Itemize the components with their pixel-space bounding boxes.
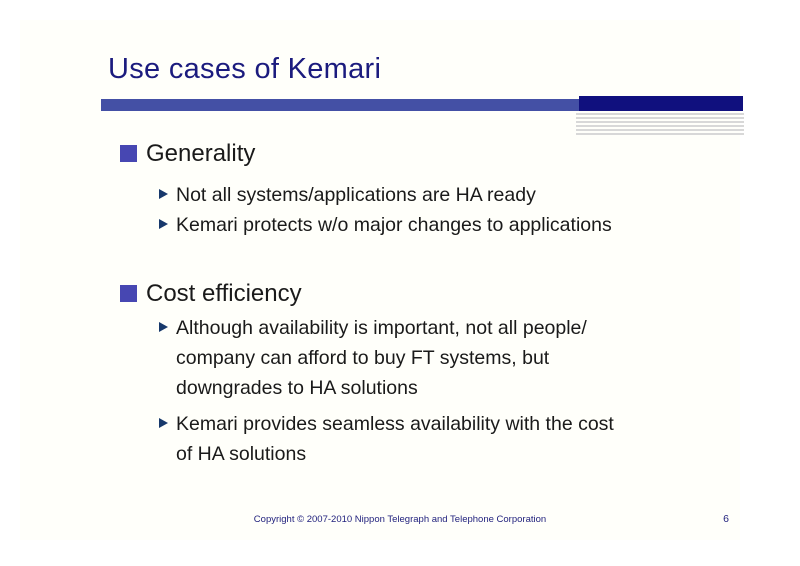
triangle-bullet-icon bbox=[159, 189, 168, 199]
bullet-text-line: Kemari protects w/o major changes to app… bbox=[176, 214, 612, 236]
bullet-item: Not all systems/applications are HA read… bbox=[159, 180, 536, 210]
square-bullet-icon bbox=[120, 285, 137, 302]
slide: Use cases of Kemari Generality Not all s… bbox=[20, 20, 744, 540]
triangle-bullet-icon bbox=[159, 418, 168, 428]
bullet-item: Although availability is important, not … bbox=[159, 313, 587, 403]
triangle-bullet-icon bbox=[159, 322, 168, 332]
bullet-item: Kemari protects w/o major changes to app… bbox=[159, 210, 612, 240]
bullet-text: Kemari provides seamless availability wi… bbox=[176, 409, 614, 469]
footer-page-number: 6 bbox=[723, 513, 729, 525]
bullet-item: Kemari provides seamless availability wi… bbox=[159, 409, 614, 469]
bullet-text-line: Kemari provides seamless availability wi… bbox=[176, 413, 614, 435]
bullet-text-line: downgrades to HA solutions bbox=[176, 377, 418, 399]
bullet-text-line: of HA solutions bbox=[176, 443, 307, 465]
triangle-bullet-icon bbox=[159, 219, 168, 229]
bullet-text: Not all systems/applications are HA read… bbox=[176, 180, 536, 210]
section-heading-label: Cost efficiency bbox=[146, 280, 302, 307]
title-accent-bar-dark-segment bbox=[579, 96, 743, 111]
footer-copyright: Copyright © 2007-2010 Nippon Telegraph a… bbox=[253, 514, 547, 525]
bullet-text: Kemari protects w/o major changes to app… bbox=[176, 210, 612, 240]
slide-title: Use cases of Kemari bbox=[108, 53, 382, 85]
section-heading-cost-efficiency: Cost efficiency bbox=[120, 279, 302, 308]
section-heading-label: Generality bbox=[146, 140, 256, 167]
bullet-text-line: Although availability is important, not … bbox=[176, 317, 587, 339]
section-heading-generality: Generality bbox=[120, 139, 255, 168]
bullet-text: Although availability is important, not … bbox=[176, 313, 587, 403]
bullet-text-line: company can afford to buy FT systems, bu… bbox=[176, 347, 550, 369]
square-bullet-icon bbox=[120, 145, 137, 162]
title-accent-bar bbox=[101, 99, 579, 111]
title-accent-stripes bbox=[576, 113, 744, 135]
bullet-text-line: Not all systems/applications are HA read… bbox=[176, 184, 536, 206]
